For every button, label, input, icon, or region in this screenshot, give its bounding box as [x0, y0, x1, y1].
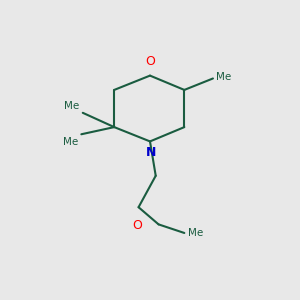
Text: Me: Me [64, 100, 79, 110]
Text: Me: Me [63, 136, 78, 147]
Text: Me: Me [216, 72, 232, 82]
Text: N: N [146, 146, 157, 159]
Text: O: O [145, 56, 155, 68]
Text: O: O [132, 219, 142, 232]
Text: Me: Me [188, 228, 203, 238]
